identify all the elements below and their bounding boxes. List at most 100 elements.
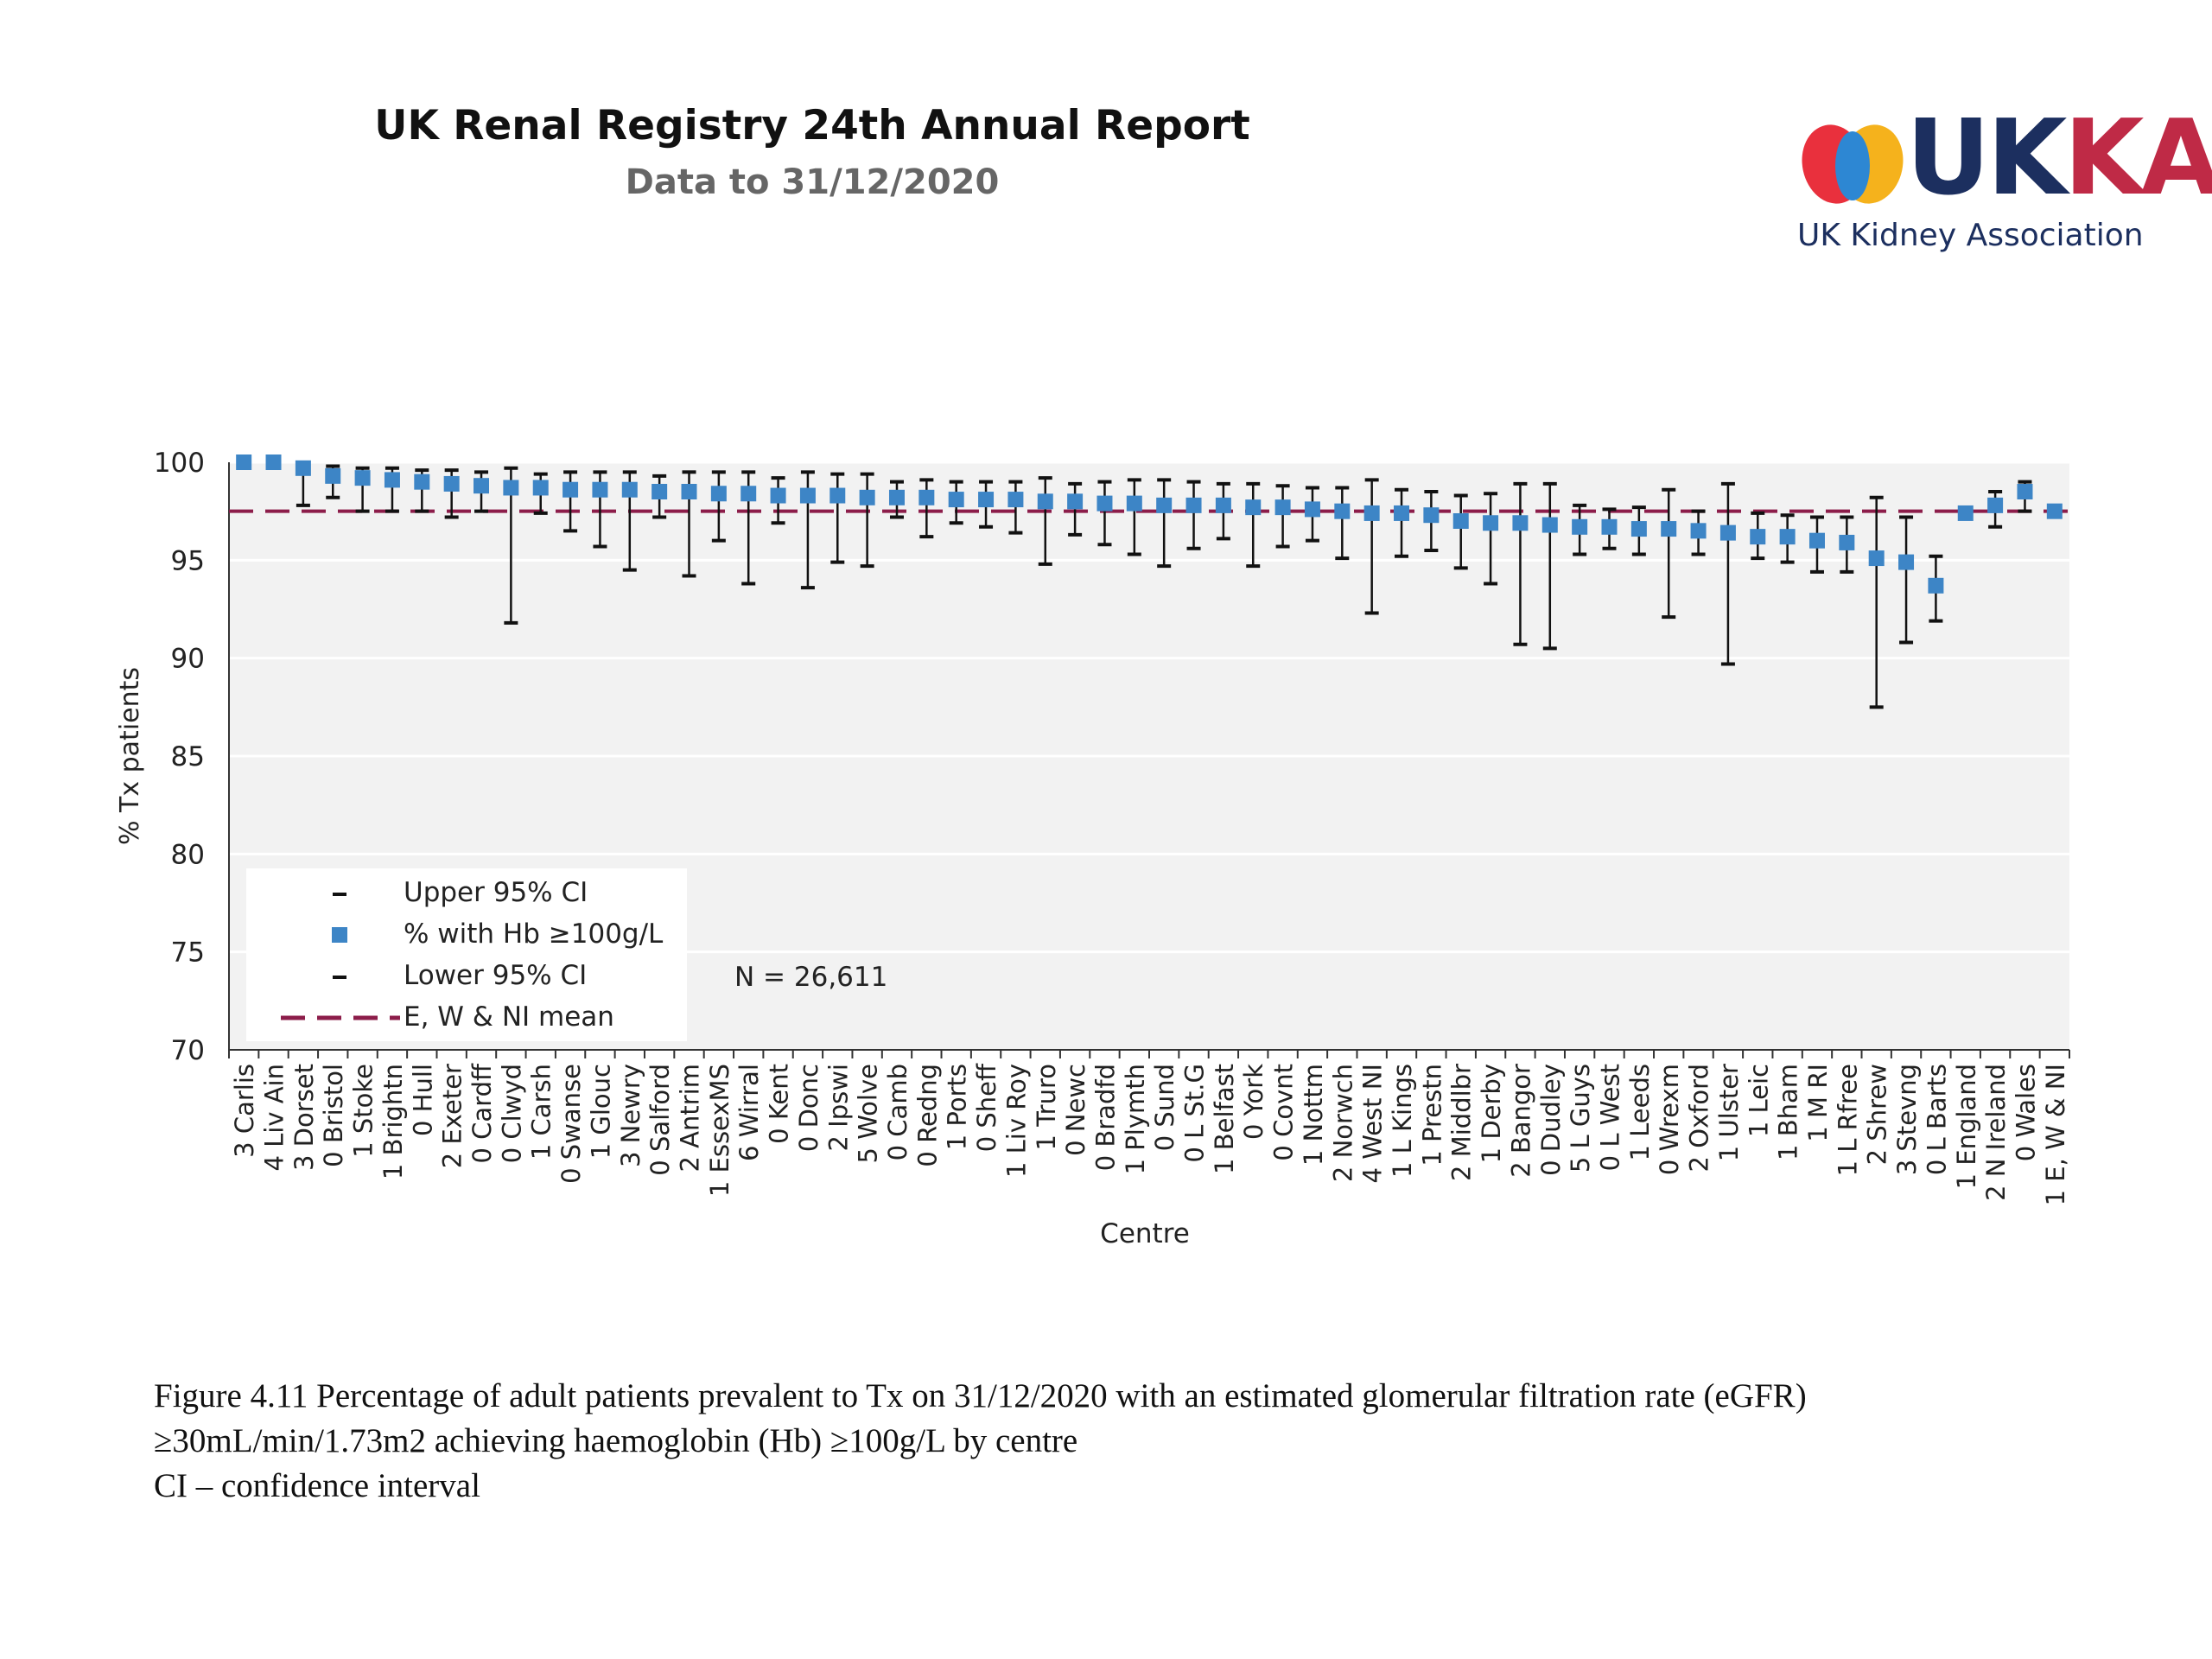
x-tick-label: 3 Carlis (230, 1064, 259, 1158)
x-tick-label: 0 L St.G (1180, 1064, 1210, 1163)
x-tick-label: 3 Dorset (289, 1064, 319, 1171)
data-point (859, 489, 875, 505)
y-tick-label: 70 (171, 1035, 205, 1066)
y-tick-label: 90 (171, 644, 205, 675)
data-point (2017, 484, 2033, 499)
ukka-logo-mark-icon (1802, 124, 1904, 204)
x-tick-label: 0 York (1239, 1064, 1268, 1140)
x-tick-label: 1 E, W & NI (2041, 1064, 2070, 1205)
x-tick-label: 2 Shrew (1863, 1064, 1892, 1165)
data-point (1423, 507, 1440, 524)
data-point (1512, 515, 1529, 531)
data-point (414, 474, 430, 490)
y-tick-label: 80 (171, 839, 205, 870)
data-point (1037, 493, 1053, 510)
x-tick-label: 2 N Ireland (1981, 1064, 2011, 1201)
logo-letter-k: K (1986, 99, 2067, 219)
x-tick-label: 1 M RI (1803, 1064, 1833, 1142)
data-point (770, 487, 786, 504)
n-annotation: N = 26,611 (734, 962, 887, 993)
x-tick-label: 0 Cardff (467, 1063, 497, 1164)
logo-letter-u: U (1906, 99, 1990, 219)
data-point (443, 475, 460, 492)
x-tick-label: 2 Norwch (1328, 1064, 1357, 1182)
x-tick-label: 0 Salford (645, 1064, 675, 1176)
data-point (384, 472, 400, 488)
x-axis-label: Centre (1100, 1218, 1190, 1249)
data-point (741, 486, 757, 502)
x-tick-label: 1 Carsh (527, 1064, 556, 1160)
data-point (1304, 501, 1320, 518)
data-point (1245, 499, 1262, 516)
x-tick-label: 1 Brightn (378, 1064, 408, 1179)
x-tick-label: 0 Camb (883, 1064, 912, 1160)
ukka-logo: UKKA UK Kidney Association (1797, 99, 2212, 268)
x-tick-label: 1 Nottm (1299, 1064, 1328, 1166)
x-tick-label: 0 Donc (794, 1064, 823, 1152)
caption-line-2: ≥30mL/min/1.73m2 achieving haemoglobin (… (154, 1422, 1078, 1459)
hb-by-centre-chart: 70 75 80 85 90 95 100 % Tx patients Centre 3 Carl… (115, 448, 2070, 1249)
x-tick-label: 4 West NI (1358, 1064, 1388, 1183)
data-point (1067, 493, 1084, 510)
data-point (1839, 534, 1855, 550)
x-tick-label: 0 Bristol (319, 1064, 348, 1167)
y-tick-label: 100 (154, 448, 205, 479)
report-title: UK Renal Registry 24th Annual Report (374, 102, 1250, 149)
data-point (1541, 517, 1558, 533)
legend-label-point: % with Hb ≥100g/L (404, 918, 664, 950)
data-point (888, 489, 905, 505)
x-tick-label: 1 Belfast (1210, 1064, 1239, 1174)
data-point (1215, 497, 1231, 513)
data-point (1452, 513, 1469, 529)
data-point (1630, 521, 1647, 537)
data-point (1808, 532, 1825, 549)
data-point (978, 492, 995, 508)
logo-letter-a: A (2140, 99, 2212, 219)
x-tick-label: 1 Glouc (586, 1064, 615, 1159)
data-point (799, 487, 816, 504)
data-point (1601, 518, 1618, 535)
data-point (948, 492, 964, 508)
legend-label-mean: E, W & NI mean (404, 1001, 614, 1033)
data-point (295, 460, 311, 476)
data-point (1898, 554, 1915, 570)
legend-label-upper: Upper 95% CI (404, 877, 588, 908)
data-point (1572, 518, 1588, 535)
data-point (1928, 577, 1944, 594)
logo-letter-k2: K (2063, 99, 2144, 219)
data-point (474, 478, 490, 494)
legend-point-marker (332, 927, 347, 943)
x-tick-label: 1 Truro (1032, 1064, 1061, 1150)
x-tick-label: 2 Middlbr (1447, 1064, 1477, 1181)
x-tick-label: 1 L Kings (1388, 1064, 1417, 1178)
data-point (652, 484, 668, 499)
x-tick-label: 4 Liv Ain (260, 1064, 289, 1172)
data-point (1363, 505, 1380, 521)
x-tick-label: 0 Bradfd (1090, 1064, 1120, 1171)
data-point (1987, 497, 2004, 513)
x-tick-label: 1 Plymth (1121, 1064, 1150, 1174)
x-tick-label: 0 Swanse (556, 1064, 586, 1184)
x-tick-label: 3 Newry (616, 1064, 645, 1167)
y-tick-label: 95 (171, 545, 205, 576)
caption-line-1: Figure 4.11 Percentage of adult patients… (154, 1377, 1807, 1414)
data-point (503, 480, 519, 496)
data-point (592, 481, 608, 498)
x-tick-label: 0 Sund (1150, 1064, 1179, 1151)
data-point (354, 470, 371, 486)
x-tick-label: 2 Antrim (676, 1064, 705, 1173)
data-point (710, 486, 727, 502)
x-tick-label: 2 Ipswi (823, 1064, 853, 1152)
data-point (563, 481, 579, 498)
data-point (1483, 515, 1499, 531)
x-tick-label: 1 Leic (1744, 1064, 1773, 1137)
data-point (1185, 497, 1202, 513)
data-point (1156, 497, 1173, 513)
data-point (2046, 503, 2063, 519)
data-point (1957, 505, 1974, 521)
x-tick-label: 0 L Barts (1922, 1064, 1951, 1175)
x-tick-label: 2 Oxford (1685, 1064, 1714, 1172)
x-tick-label: 0 Redng (912, 1064, 942, 1167)
x-tick-label: 0 Wales (2011, 1064, 2040, 1161)
data-point (325, 467, 341, 484)
